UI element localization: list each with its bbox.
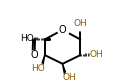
Text: OH: OH: [90, 50, 103, 59]
Text: OH: OH: [63, 73, 76, 82]
Text: HO: HO: [31, 64, 45, 73]
Text: OH: OH: [73, 19, 87, 28]
Text: HO: HO: [20, 34, 34, 43]
Polygon shape: [41, 55, 45, 67]
Text: O: O: [30, 50, 38, 60]
Polygon shape: [62, 64, 67, 76]
Text: O: O: [59, 25, 66, 35]
